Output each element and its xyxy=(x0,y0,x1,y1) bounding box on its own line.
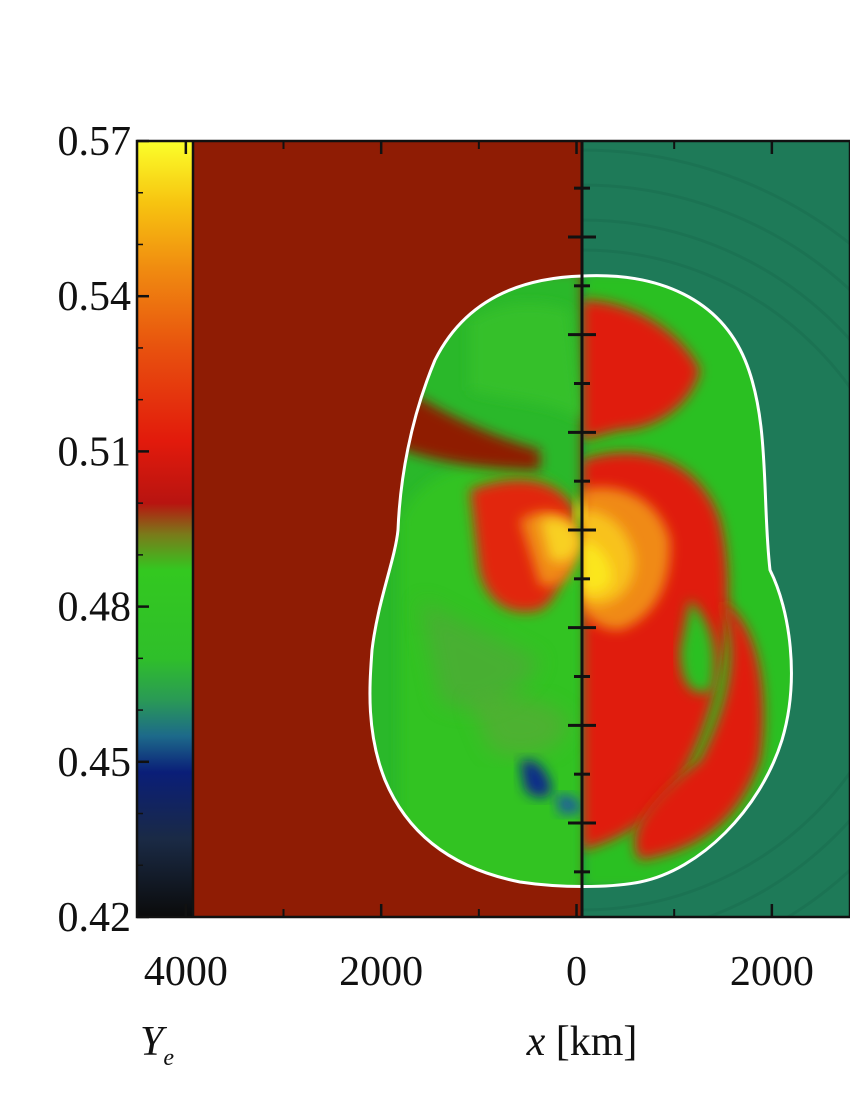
colorbar-tick-label: 0.51 xyxy=(58,429,132,475)
colorbar-tick-label: 0.57 xyxy=(58,119,132,165)
colorbar-tick-label: 0.48 xyxy=(58,585,132,631)
colorbar-tick-label: 0.42 xyxy=(58,895,132,941)
x-tick-label: 4000 xyxy=(144,949,228,995)
plot-frame xyxy=(135,139,850,919)
x-tick-label: 0 xyxy=(566,949,587,995)
colorbar xyxy=(137,141,193,917)
colorbar-tick-label: 0.45 xyxy=(58,740,132,786)
heatmap-field xyxy=(369,275,792,887)
colorbar-ticks: 0.57 0.54 0.51 0.48 0.45 0.42 xyxy=(58,119,149,941)
center-axis-ticks xyxy=(568,186,596,874)
x-tick-label: 2000 xyxy=(339,949,423,995)
shock-front xyxy=(368,274,793,888)
x-axis-ticks: 4000 2000 0 2000 xyxy=(144,141,814,995)
colorbar-tick-label: 0.54 xyxy=(58,274,132,320)
x-tick-label: 2000 xyxy=(730,949,814,995)
colorbar-title: Ye xyxy=(140,1019,174,1071)
x-axis-title: x [km] xyxy=(526,1019,638,1065)
